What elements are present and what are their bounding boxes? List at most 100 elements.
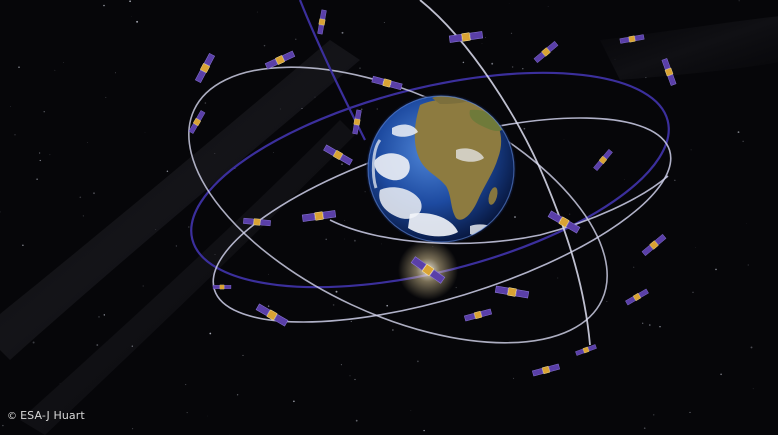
star xyxy=(606,301,608,302)
satellite xyxy=(547,210,581,234)
satellite xyxy=(619,34,645,44)
satellite-body xyxy=(664,67,674,77)
star xyxy=(166,170,169,172)
star xyxy=(0,211,1,213)
star xyxy=(204,102,207,104)
solar-panel xyxy=(625,296,636,306)
star xyxy=(690,149,692,151)
satellite xyxy=(494,285,530,299)
star xyxy=(624,179,625,180)
solar-panel xyxy=(196,110,206,121)
solar-panel xyxy=(448,34,463,43)
solar-panel xyxy=(301,213,316,222)
satellite xyxy=(323,144,353,166)
star xyxy=(214,254,216,256)
star xyxy=(643,427,646,430)
star xyxy=(350,320,352,322)
star xyxy=(256,11,258,13)
star xyxy=(185,384,187,386)
star xyxy=(279,108,281,110)
star xyxy=(491,62,494,65)
star xyxy=(131,345,133,347)
satellite xyxy=(352,109,362,135)
satellite xyxy=(188,110,206,134)
solar-panel xyxy=(322,210,337,219)
star xyxy=(268,273,269,275)
solar-panel xyxy=(212,285,220,289)
star xyxy=(214,152,216,154)
solar-panel xyxy=(547,210,563,224)
star xyxy=(103,4,105,7)
solar-panel xyxy=(546,40,559,53)
satellite-body xyxy=(632,292,642,302)
star xyxy=(325,238,327,241)
star xyxy=(642,322,644,324)
star xyxy=(301,108,303,110)
earth xyxy=(366,94,516,244)
star xyxy=(614,59,616,60)
satellite-body xyxy=(473,310,483,320)
solar-panel xyxy=(575,348,585,356)
satellite xyxy=(625,288,649,306)
star xyxy=(557,277,559,279)
star xyxy=(136,20,139,23)
solar-panel xyxy=(352,124,360,135)
star xyxy=(341,163,343,165)
solar-panel xyxy=(319,9,327,20)
star xyxy=(98,316,100,318)
star xyxy=(39,152,41,154)
star xyxy=(175,245,178,247)
star xyxy=(381,243,382,245)
star xyxy=(522,68,524,70)
satellite-body xyxy=(219,284,225,290)
star xyxy=(105,96,107,98)
solar-panel xyxy=(634,34,645,42)
star xyxy=(82,215,84,217)
star xyxy=(22,244,24,246)
star xyxy=(659,326,661,328)
star xyxy=(14,134,16,136)
satellite xyxy=(641,233,667,257)
solar-panel xyxy=(515,289,530,299)
star xyxy=(462,61,465,64)
satellite xyxy=(661,58,677,86)
star xyxy=(747,264,749,266)
star xyxy=(63,62,64,63)
star xyxy=(383,22,385,24)
star xyxy=(510,32,513,34)
star xyxy=(43,111,45,113)
star xyxy=(79,196,82,199)
solar-panel xyxy=(641,244,654,257)
star xyxy=(674,179,676,181)
star xyxy=(633,266,635,268)
image-credit: © ESA-J Huart xyxy=(7,409,85,422)
star xyxy=(10,106,11,107)
star xyxy=(130,16,132,17)
solar-panel xyxy=(565,220,581,234)
satellite xyxy=(371,75,403,91)
solar-panel xyxy=(389,80,403,91)
star xyxy=(36,178,38,181)
satellite-body xyxy=(649,240,659,250)
satellite xyxy=(533,40,559,64)
solar-panel xyxy=(282,50,296,62)
star xyxy=(103,314,105,316)
solar-panel xyxy=(661,58,671,70)
satellite-body xyxy=(507,287,517,297)
star xyxy=(236,394,239,396)
solar-panel xyxy=(188,123,198,134)
star xyxy=(695,247,696,248)
satellite-body xyxy=(628,35,636,43)
solar-panel xyxy=(264,58,278,70)
star xyxy=(49,154,51,156)
satellite xyxy=(317,9,327,35)
solar-panel xyxy=(243,217,254,225)
solar-panel xyxy=(371,75,385,86)
star xyxy=(349,375,351,377)
solar-panel xyxy=(260,219,271,227)
solar-panel xyxy=(654,233,667,246)
satellite-body xyxy=(314,211,324,221)
star xyxy=(341,31,344,34)
solar-panel xyxy=(494,285,509,295)
